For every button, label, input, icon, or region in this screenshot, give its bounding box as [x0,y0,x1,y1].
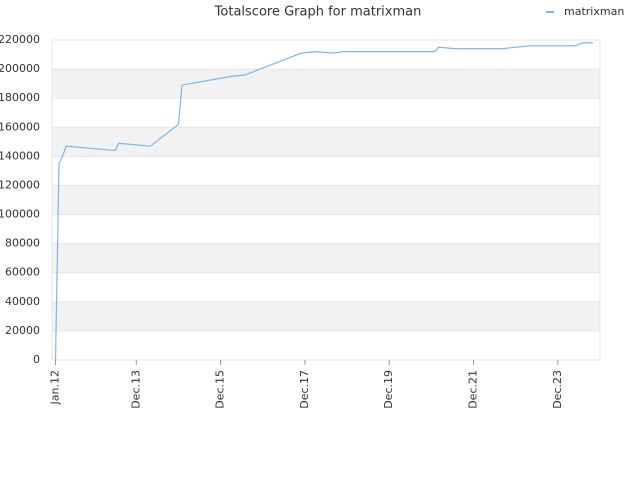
y-tick-label: 120000 [0,178,40,191]
y-tick-label: 20000 [5,324,40,337]
chart-title: Totalscore Graph for matrixman [214,5,422,20]
grid-band [52,69,600,99]
grid-band [52,185,600,215]
y-tick-label: 200000 [0,62,40,75]
x-tick-label: Dec.17 [298,370,311,409]
data-line [54,42,593,361]
x-tick-label: Dec.21 [467,370,480,409]
x-tick-label: Jan.12 [49,370,62,405]
x-tick-label: Dec.13 [129,370,142,409]
grid-band [52,243,600,273]
y-tick-label: 0 [33,353,40,366]
y-tick-label: 140000 [0,149,40,162]
grid-band [52,301,600,331]
x-tick-label: Dec.23 [551,370,564,409]
y-tick-label: 160000 [0,120,40,133]
y-tick-label: 100000 [0,208,40,221]
y-tick-label: 40000 [5,295,40,308]
y-tick-label: 220000 [0,33,40,46]
grid-band [52,127,600,157]
y-tick-label: 80000 [5,237,40,250]
y-tick-label: 60000 [5,266,40,279]
legend-label: matrixman [564,5,624,18]
x-tick-label: Dec.15 [214,370,227,409]
y-tick-label: 180000 [0,91,40,104]
x-tick-label: Dec.19 [382,370,395,409]
